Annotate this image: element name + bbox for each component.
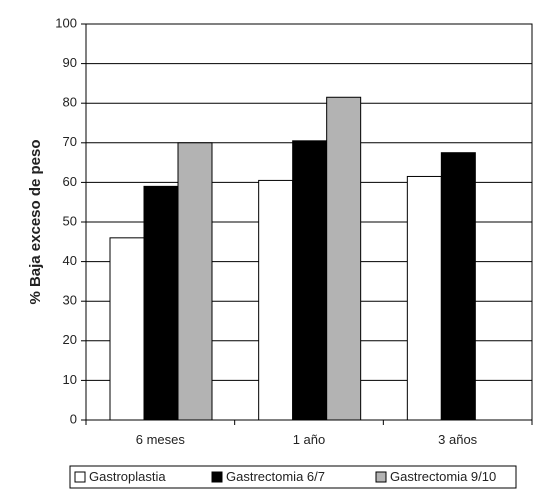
y-axis: 0 10 20 30 40 50 60 70 80 90 100	[55, 15, 86, 426]
bar-gastrectomia-6-7-2	[440, 152, 476, 421]
y-tick-label: 60	[63, 174, 77, 189]
legend-swatch-gastrectomia-6-7	[211, 471, 223, 483]
y-tick-label: 50	[63, 213, 77, 228]
legend-label-gastrectomia-9-10: Gastrectomia 9/10	[390, 469, 496, 484]
bar-gastroplastia-1	[258, 179, 294, 421]
bars	[109, 96, 476, 421]
bar-gastrectomia-9-10-1	[326, 96, 362, 421]
legend-box	[69, 465, 517, 489]
legend-swatch-gastroplastia	[74, 471, 86, 483]
legend-swatch-gastrectomia-9-10	[375, 471, 387, 483]
x-tick-label: 6 meses	[136, 432, 186, 447]
x-tick-label: 3 años	[438, 432, 478, 447]
bar-gastrectomia-6-7-0	[143, 185, 179, 421]
y-tick-label: 80	[63, 95, 77, 110]
y-tick-label: 100	[55, 15, 77, 30]
x-axis: 6 meses 1 año 3 años	[85, 420, 533, 447]
y-tick-label: 30	[63, 293, 77, 308]
bar-gastroplastia-0	[109, 237, 145, 421]
legend-label-gastrectomia-6-7: Gastrectomia 6/7	[226, 469, 325, 484]
y-axis-title: % Baja exceso de peso	[27, 139, 44, 304]
legend-label-gastroplastia: Gastroplastia	[89, 469, 166, 484]
y-tick-label: 0	[70, 411, 77, 426]
y-tick-label: 70	[63, 134, 77, 149]
y-tick-label: 10	[63, 372, 77, 387]
x-tick-label: 1 año	[293, 432, 326, 447]
bar-gastrectomia-9-10-0	[177, 142, 213, 421]
bar-gastroplastia-2	[406, 175, 442, 421]
y-tick-label: 40	[63, 253, 77, 268]
legend: Gastroplastia Gastrectomia 6/7 Gastrecto…	[69, 465, 517, 489]
y-tick-label: 20	[63, 332, 77, 347]
bar-gastrectomia-6-7-1	[292, 140, 328, 421]
y-tick-label: 90	[63, 55, 77, 70]
